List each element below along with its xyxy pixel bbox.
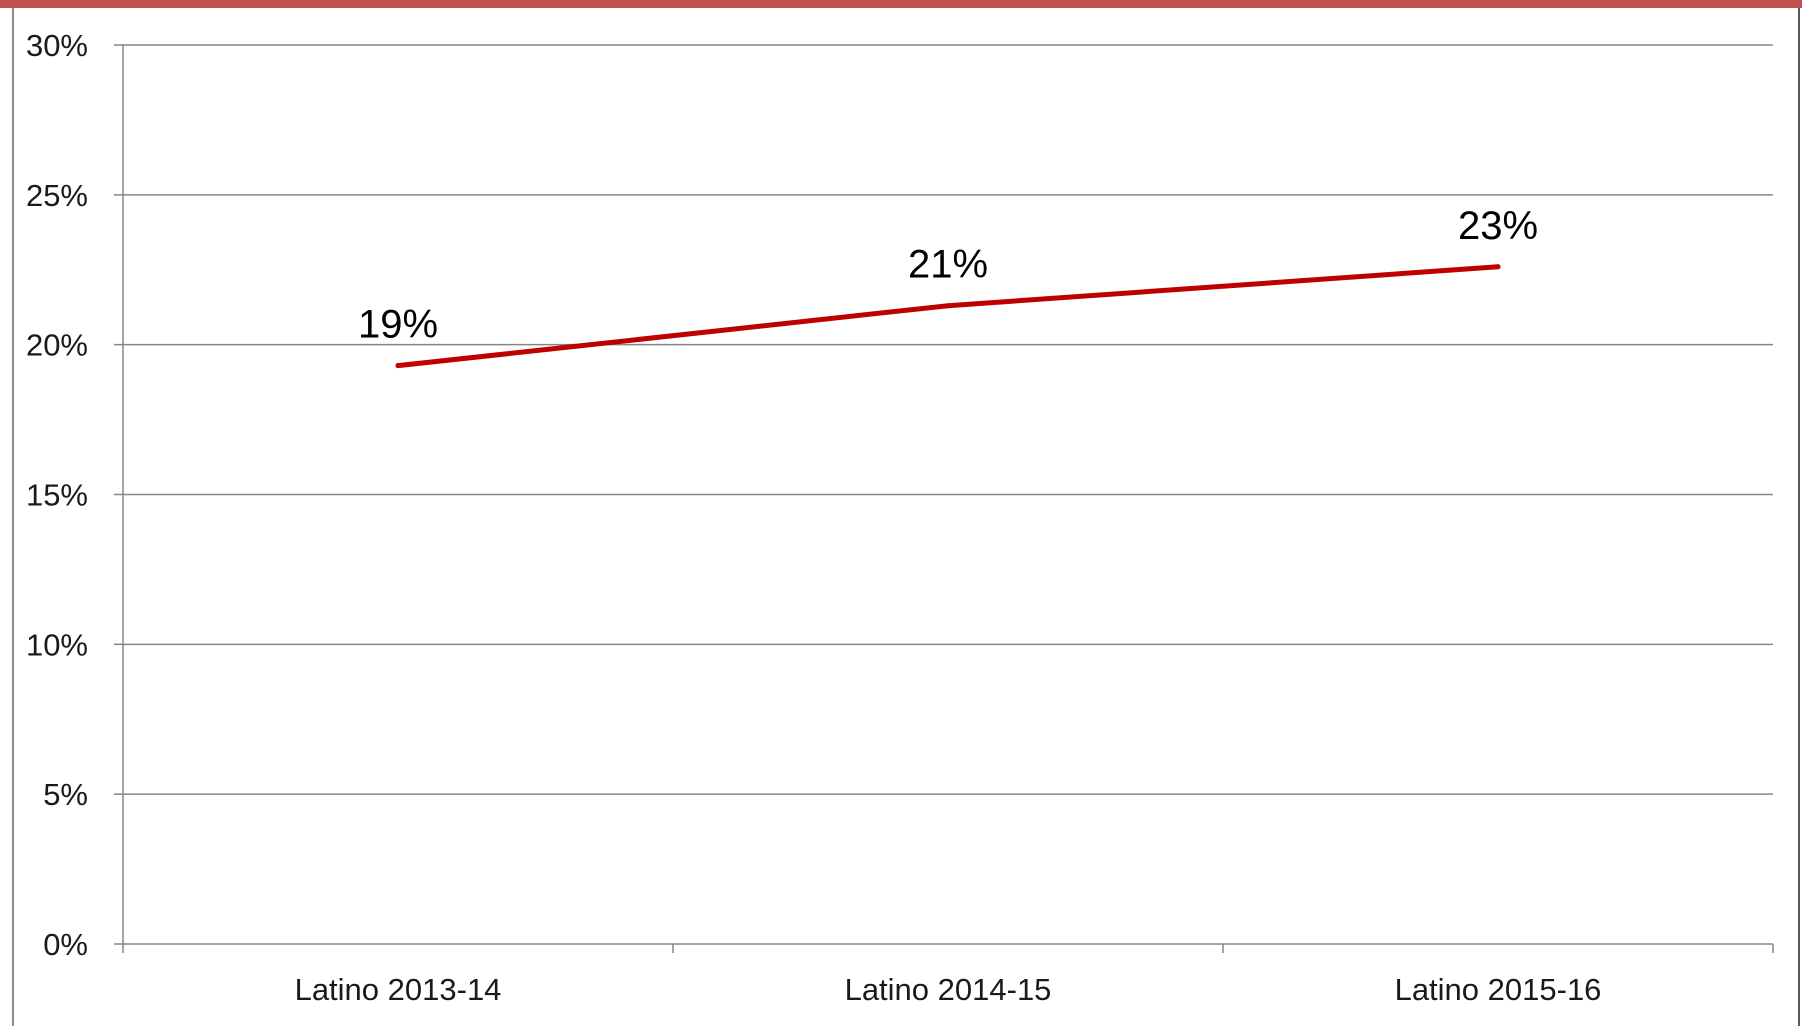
- y-tick-label: 15%: [26, 478, 88, 513]
- y-tick-label: 25%: [26, 178, 88, 213]
- data-labels: 19% 21% 23%: [358, 204, 1538, 347]
- series-lines: [395, 264, 1501, 369]
- frame-right-border: [1798, 8, 1800, 1026]
- y-tick-label: 5%: [43, 777, 88, 812]
- x-tick-labels: Latino 2013-14 Latino 2014-15 Latino 2015-…: [295, 972, 1602, 1007]
- y-tick-label: 30%: [26, 28, 88, 63]
- gridlines: [123, 44, 1773, 795]
- y-tick-label: 0%: [43, 927, 88, 962]
- y-tick-label: 10%: [26, 627, 88, 662]
- x-tick-label: Latino 2015-16: [1395, 972, 1602, 1007]
- y-tick-label: 20%: [26, 328, 88, 363]
- data-label: 21%: [908, 243, 988, 287]
- data-label: 19%: [358, 303, 438, 347]
- axes: [114, 44, 1774, 953]
- frame-left-border: [12, 8, 14, 1026]
- x-tick-label: Latino 2013-14: [295, 972, 502, 1007]
- top-accent-bar: [0, 0, 1802, 8]
- x-tick-label: Latino 2014-15: [845, 972, 1052, 1007]
- data-point: [945, 303, 951, 309]
- data-point: [395, 363, 401, 369]
- data-point: [1495, 264, 1501, 270]
- y-tick-labels: 0% 5% 10% 15% 20% 25% 30%: [26, 28, 88, 962]
- data-label: 23%: [1458, 204, 1538, 248]
